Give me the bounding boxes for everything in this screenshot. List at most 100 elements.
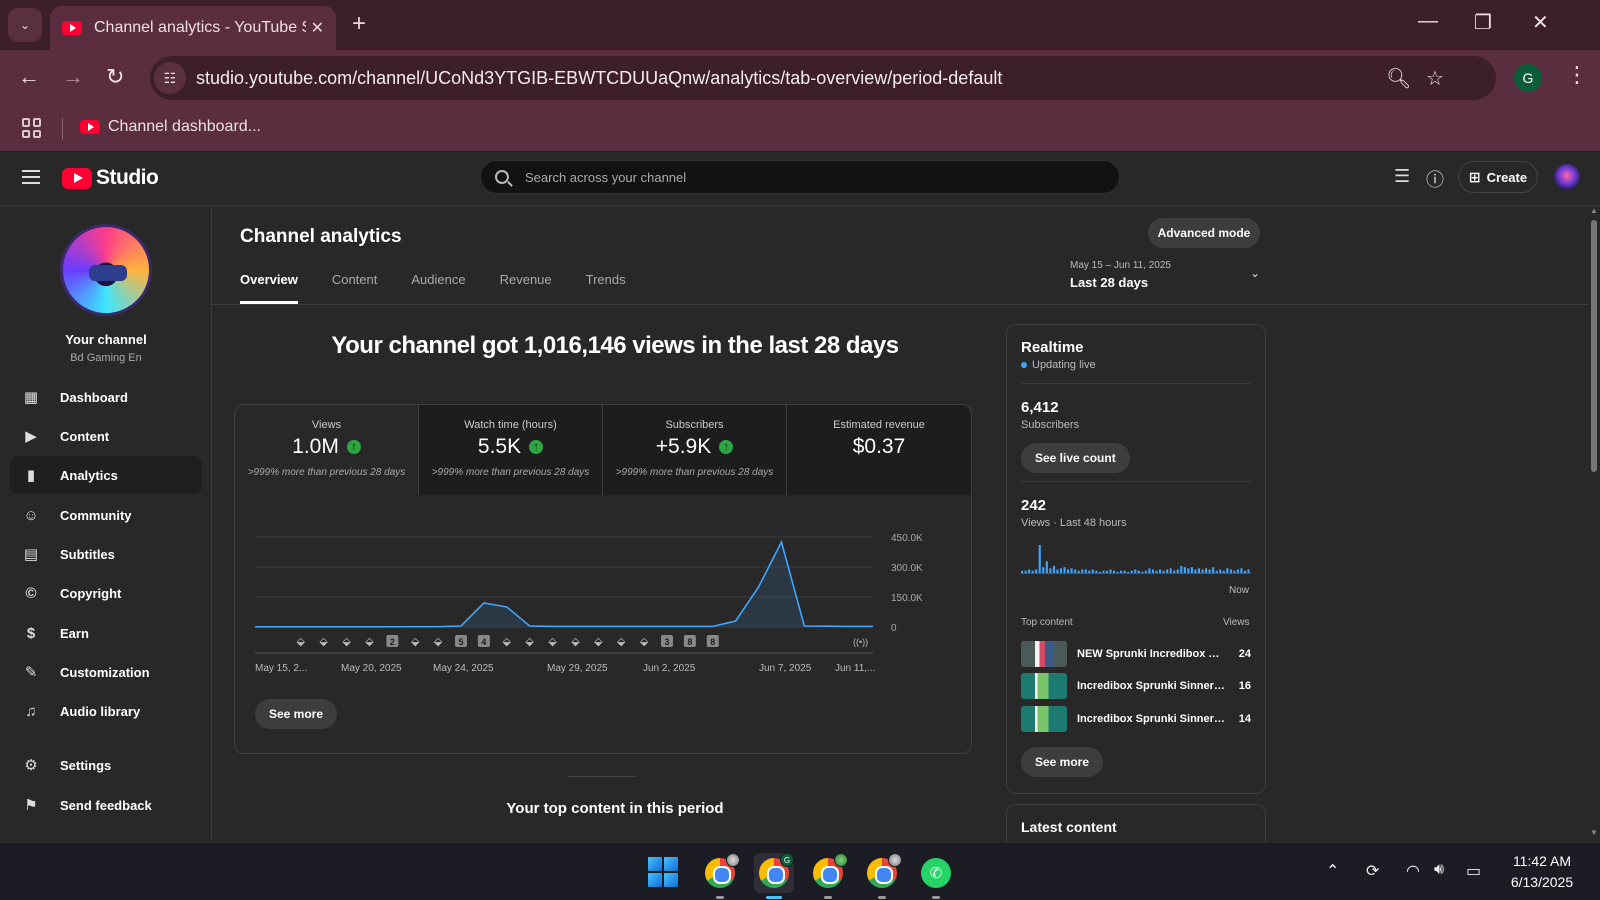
sync-icon[interactable]: ⟳ (1366, 863, 1380, 880)
tab-trends[interactable]: Trends (585, 272, 626, 287)
video-thumbnail[interactable] (1021, 641, 1067, 667)
realtime-bar[interactable] (1194, 569, 1197, 574)
new-tab-button[interactable]: + (352, 10, 367, 37)
realtime-views-bars[interactable] (1021, 541, 1251, 575)
realtime-bar[interactable] (1176, 569, 1179, 574)
scroll-down-icon[interactable]: ▼ (1590, 828, 1598, 837)
scroll-up-icon[interactable]: ▲ (1590, 206, 1598, 215)
upload-marker-icon[interactable]: ⬙ (571, 635, 580, 648)
realtime-bar[interactable] (1127, 571, 1130, 573)
metric-watch-time-hours[interactable]: Watch time (hours) 5.5K ↑ >999% more than p… (419, 405, 603, 495)
realtime-bar[interactable] (1219, 569, 1222, 574)
search-input[interactable]: Search across your channel (480, 160, 1120, 194)
sidebar-item-customization[interactable]: ✎ Customization (10, 653, 202, 691)
create-button[interactable]: ⊞ Create (1458, 161, 1538, 193)
realtime-bar[interactable] (1031, 570, 1034, 573)
realtime-bar[interactable] (1247, 569, 1250, 574)
site-info-icon[interactable]: ☷ (154, 62, 186, 94)
tab-audience[interactable]: Audience (411, 272, 466, 287)
sidebar-item-settings[interactable]: ⚙ Settings (10, 746, 202, 784)
realtime-bar[interactable] (1105, 570, 1109, 573)
account-avatar[interactable] (1554, 164, 1580, 190)
realtime-bar[interactable] (1166, 569, 1169, 574)
profile-avatar[interactable]: G (1514, 64, 1542, 92)
video-title[interactable]: Incredibox Sprunki Sinner Ed... (1077, 680, 1225, 692)
realtime-bar[interactable] (1049, 568, 1052, 573)
tab-overview[interactable]: Overview (240, 272, 298, 304)
realtime-bar[interactable] (1222, 570, 1225, 573)
metric-views[interactable]: Views 1.0M ↑ >999% more than previous 28 da… (235, 405, 419, 495)
realtime-bar[interactable] (1205, 568, 1208, 573)
upload-marker-icon[interactable]: ⬙ (365, 635, 374, 648)
realtime-bar[interactable] (1215, 570, 1218, 573)
upload-marker-icon[interactable]: ⬙ (525, 635, 534, 648)
sidebar-item-analytics[interactable]: ▮ Analytics (10, 456, 202, 494)
realtime-bar[interactable] (1120, 570, 1123, 573)
battery-icon[interactable]: ▭ (1466, 863, 1482, 880)
sidebar-item-send-feedback[interactable]: ⚑ Send feedback (10, 786, 202, 824)
video-count-marker[interactable] (386, 635, 399, 647)
realtime-bar[interactable] (1113, 570, 1116, 573)
upload-marker-icon[interactable]: ⬙ (548, 635, 557, 648)
realtime-bar[interactable] (1091, 569, 1094, 574)
see-live-count-button[interactable]: See live count (1021, 443, 1130, 473)
realtime-bar[interactable] (1081, 569, 1084, 574)
views-chart[interactable]: 450.0K 300.0K 150.0K 0 ⬙ ⬙ ⬙ ⬙ 2 ⬙ ⬙ 5 4 ⬙ ⬙ ⬙ ⬙ ⬙ ⬙ ⬙ 3 8 8 ((… (235, 495, 972, 754)
realtime-bar[interactable] (1201, 569, 1204, 574)
channel-avatar[interactable] (60, 224, 152, 316)
top-content-row[interactable]: Incredibox Sprunki Sinner Ed... 14 (1021, 706, 1251, 732)
video-count-marker[interactable] (455, 635, 467, 647)
taskbar-chrome-1[interactable] (700, 853, 740, 899)
top-content-row[interactable]: Incredibox Sprunki Sinner Ed... 16 (1021, 673, 1251, 699)
address-bar[interactable]: ☷ studio.youtube.com/channel/UCoNd3YTGIB… (150, 56, 1496, 100)
realtime-bar[interactable] (1130, 570, 1133, 573)
bookmark-star-icon[interactable]: ☆ (1426, 68, 1444, 90)
realtime-bar[interactable] (1035, 569, 1038, 574)
realtime-bar[interactable] (1102, 570, 1105, 573)
taskbar-chrome-4[interactable] (862, 853, 902, 899)
restore-button[interactable]: ❐ (1474, 12, 1492, 34)
top-content-row[interactable]: NEW Sprunki Incredibox Mo... 24 (1021, 641, 1251, 667)
taskbar-chrome-2[interactable]: G (754, 853, 794, 899)
upload-marker-icon[interactable]: ⬙ (319, 635, 328, 648)
upload-marker-icon[interactable]: ⬙ (503, 635, 512, 648)
tab-search-button[interactable]: ⌄ (8, 8, 42, 42)
upload-marker-icon[interactable]: ⬙ (434, 635, 443, 648)
realtime-bar[interactable] (1229, 569, 1232, 574)
realtime-bar[interactable] (1183, 567, 1186, 573)
close-window-button[interactable]: ✕ (1532, 12, 1549, 34)
browser-tab[interactable]: Channel analytics - YouTube Studio ✕ (50, 6, 336, 50)
minimize-button[interactable]: — (1418, 10, 1438, 32)
realtime-bar[interactable] (1148, 568, 1151, 573)
upload-marker-icon[interactable]: ⬙ (297, 635, 306, 648)
realtime-bar[interactable] (1109, 569, 1112, 574)
realtime-bar[interactable] (1159, 569, 1162, 574)
realtime-bar[interactable] (1095, 570, 1098, 573)
studio-logo[interactable]: Studio (62, 166, 159, 190)
realtime-bar[interactable] (1042, 567, 1045, 573)
sidebar-item-content[interactable]: ▶ Content (10, 417, 202, 455)
sidebar-item-copyright[interactable]: © Copyright (10, 574, 202, 612)
sidebar-item-subtitles[interactable]: ▤ Subtitles (10, 535, 202, 573)
realtime-bar[interactable] (1045, 561, 1048, 573)
realtime-bar[interactable] (1098, 571, 1101, 573)
realtime-bar[interactable] (1187, 568, 1190, 573)
realtime-bar[interactable] (1074, 569, 1077, 574)
see-more-button[interactable]: See more (255, 699, 338, 729)
realtime-bar[interactable] (1226, 568, 1229, 573)
show-hidden-icons-chevron-icon[interactable]: ⌃ (1326, 863, 1340, 880)
video-count-marker[interactable] (706, 635, 719, 647)
messages-icon[interactable]: ☰ (1394, 166, 1411, 186)
realtime-bar[interactable] (1056, 569, 1059, 574)
realtime-bar[interactable] (1038, 545, 1041, 573)
close-tab-icon[interactable]: ✕ (310, 20, 324, 37)
realtime-bar[interactable] (1063, 567, 1066, 573)
realtime-bar[interactable] (1233, 570, 1236, 573)
realtime-see-more-button[interactable]: See more (1021, 747, 1104, 777)
realtime-bar[interactable] (1084, 569, 1087, 574)
realtime-bar[interactable] (1116, 571, 1119, 573)
views-line[interactable] (255, 539, 873, 628)
browser-menu-icon[interactable]: ⋮ (1566, 62, 1588, 87)
realtime-bar[interactable] (1180, 566, 1183, 573)
video-count-marker[interactable] (683, 635, 696, 647)
